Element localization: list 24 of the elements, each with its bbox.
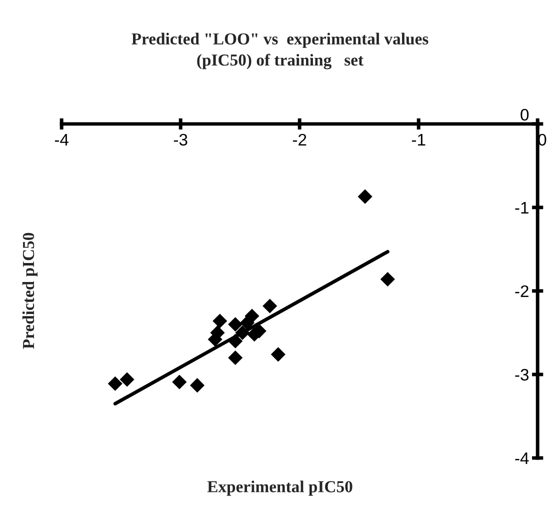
x-tick-label: -1 bbox=[412, 134, 426, 146]
point bbox=[190, 378, 205, 393]
point bbox=[172, 374, 187, 390]
y-tick-label: -3 bbox=[515, 368, 529, 381]
point bbox=[228, 317, 243, 332]
x-tick-label: -3 bbox=[174, 134, 188, 146]
x-axis-title: Experimental pIC50 bbox=[207, 480, 352, 496]
point bbox=[108, 376, 122, 391]
point bbox=[212, 314, 228, 328]
y-tick-label: -4 bbox=[515, 452, 529, 464]
point bbox=[228, 350, 243, 366]
chart-title: Predicted "LOO" vs experimental values (pIC50) of training set bbox=[132, 32, 428, 70]
y-tick-label: -2 bbox=[515, 285, 528, 297]
point bbox=[270, 347, 286, 362]
x-tick-label: -4 bbox=[54, 134, 69, 146]
y-tick-label: -1 bbox=[515, 202, 528, 214]
point bbox=[262, 298, 278, 314]
point bbox=[240, 315, 255, 330]
point bbox=[120, 372, 134, 387]
point bbox=[358, 189, 372, 204]
y-axis-title: Predicted pIC50 bbox=[22, 232, 38, 349]
x-tick-label: -2 bbox=[292, 134, 306, 146]
y-tick-label: 0 bbox=[520, 108, 529, 121]
point bbox=[380, 272, 395, 287]
